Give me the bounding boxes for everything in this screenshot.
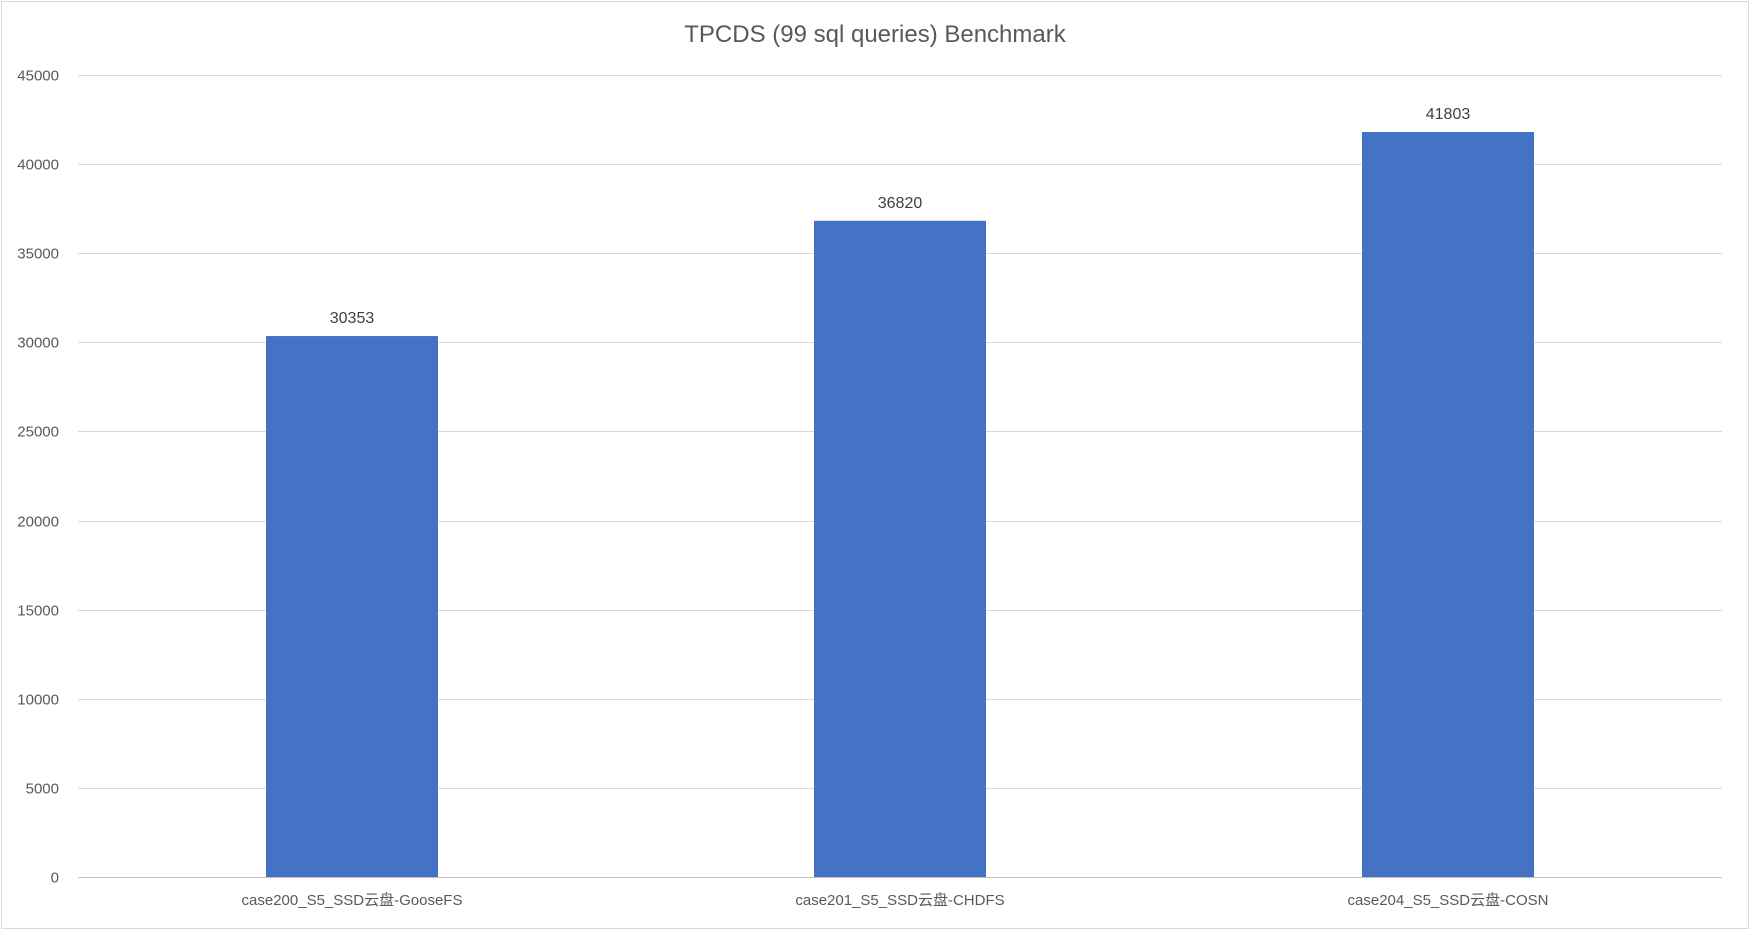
x-tick-label: case204_S5_SSD云盘-COSN — [1348, 891, 1549, 909]
y-tick-label: 45000 — [17, 68, 59, 85]
y-tick-label: 40000 — [17, 157, 59, 174]
bar — [814, 220, 986, 878]
bars — [266, 131, 1534, 878]
y-tick-label: 0 — [51, 870, 59, 887]
bar — [266, 336, 438, 877]
chart-title: TPCDS (99 sql queries) Benchmark — [684, 21, 1066, 48]
y-tick-label: 30000 — [17, 335, 59, 352]
y-tick-label: 15000 — [17, 603, 59, 620]
y-tick-label: 25000 — [17, 424, 59, 441]
x-tick-label: case200_S5_SSD云盘-GooseFS — [242, 891, 463, 909]
bar — [1362, 131, 1534, 877]
y-tick-label: 20000 — [17, 514, 59, 531]
data-label: 30353 — [330, 310, 375, 327]
y-tick-label: 35000 — [17, 246, 59, 263]
x-tick-label: case201_S5_SSD云盘-CHDFS — [795, 891, 1004, 909]
y-axis-tick-labels: 0 5000 10000 15000 20000 25000 30000 35000 40000… — [17, 68, 59, 887]
x-axis-tick-labels: case200_S5_SSD云盘-GooseFS case201_S5_SSD云盘… — [242, 891, 1549, 909]
data-label: 41803 — [1426, 106, 1471, 123]
data-label: 36820 — [878, 195, 923, 212]
y-tick-label: 10000 — [17, 692, 59, 709]
y-tick-label: 5000 — [26, 781, 59, 798]
data-labels: 30353 36820 41803 — [330, 106, 1471, 327]
